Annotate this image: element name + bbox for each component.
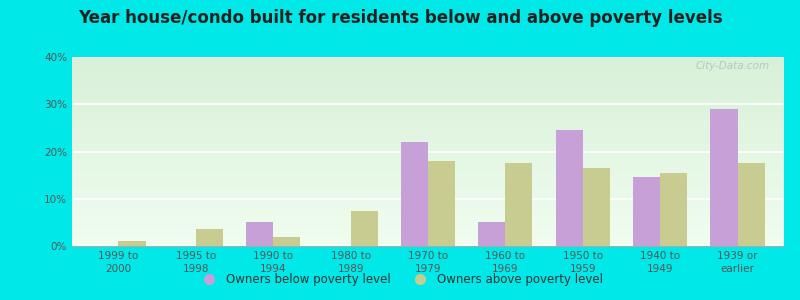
Bar: [738, 163, 765, 246]
Bar: [478, 222, 506, 246]
Bar: [582, 168, 610, 246]
Bar: [710, 109, 738, 246]
Bar: [196, 230, 223, 246]
Bar: [246, 222, 274, 246]
Bar: [506, 163, 533, 246]
Legend: Owners below poverty level, Owners above poverty level: Owners below poverty level, Owners above…: [193, 269, 607, 291]
Bar: [118, 241, 146, 246]
Text: City-Data.com: City-Data.com: [696, 61, 770, 71]
Bar: [274, 236, 300, 246]
Bar: [350, 211, 378, 246]
Bar: [428, 161, 455, 246]
Text: Year house/condo built for residents below and above poverty levels: Year house/condo built for residents bel…: [78, 9, 722, 27]
Bar: [401, 142, 428, 246]
Bar: [556, 130, 582, 246]
Bar: [633, 178, 660, 246]
Bar: [660, 173, 687, 246]
